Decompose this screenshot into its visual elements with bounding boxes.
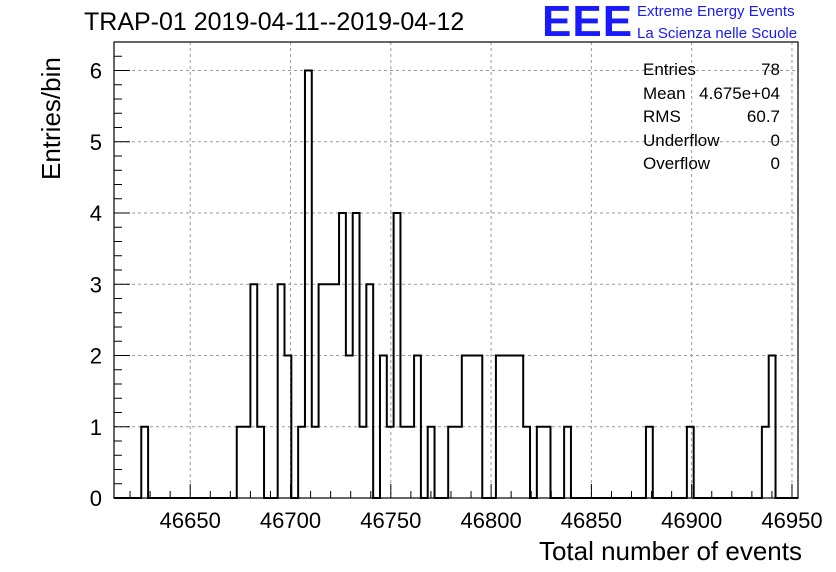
y-tick-label: 4 — [90, 201, 102, 226]
stats-value: 60.7 — [746, 107, 780, 126]
eee-logo: EEE — [542, 0, 634, 46]
y-tick-label: 2 — [90, 344, 102, 369]
logo-line-2: La Scienza nelle Scuole — [637, 25, 798, 42]
stats-key: Underflow — [643, 130, 720, 150]
y-tick-label: 5 — [90, 130, 102, 155]
x-tick-label: 46800 — [461, 508, 522, 533]
x-tick-label: 46650 — [160, 508, 221, 533]
x-axis-label: Total number of events — [538, 536, 802, 566]
y-tick-label: 3 — [90, 272, 102, 297]
axis-ticks — [114, 55, 793, 499]
stats-value: 4.675e+04 — [699, 83, 780, 103]
x-tick-label: 46750 — [360, 508, 421, 533]
stats-key: Mean — [643, 83, 686, 103]
y-axis-label: Entries/bin — [36, 57, 66, 180]
stats-row-mean: Mean 4.675e+04 — [640, 84, 780, 108]
logo-line-1: Extreme Energy Events — [637, 3, 795, 20]
x-tick-label: 46850 — [561, 508, 622, 533]
stats-box: Entries 78 Mean 4.675e+04 RMS 60.7 Under… — [640, 60, 780, 178]
stats-value: 78 — [761, 60, 780, 79]
stats-key: Overflow — [643, 154, 711, 173]
stats-value: 0 — [770, 130, 780, 150]
x-tick-label: 46950 — [761, 508, 822, 533]
y-tick-label: 0 — [90, 486, 102, 511]
y-tick-label: 1 — [90, 415, 102, 440]
x-tick-label: 46900 — [661, 508, 722, 533]
stats-row-rms: RMS 60.7 — [640, 107, 780, 131]
stats-value: 0 — [770, 154, 780, 173]
stats-key: Entries — [643, 60, 696, 79]
x-tick-label: 46700 — [260, 508, 321, 533]
y-tick-label: 6 — [90, 59, 102, 84]
axis-tick-labels: 46650 46700 46750 46800 46850 46900 46950 0 1 2 3 4… — [90, 59, 823, 534]
plot-title: TRAP-01 2019-04-11--2019-04-12 — [84, 8, 465, 36]
y-axis-label-box: Entries/bin — [8, 40, 66, 185]
stats-key: RMS — [643, 107, 681, 126]
stats-row-overflow: Overflow 0 — [640, 154, 780, 178]
stats-row-entries: Entries 78 — [640, 60, 780, 84]
stats-row-underflow: Underflow 0 — [640, 131, 780, 155]
